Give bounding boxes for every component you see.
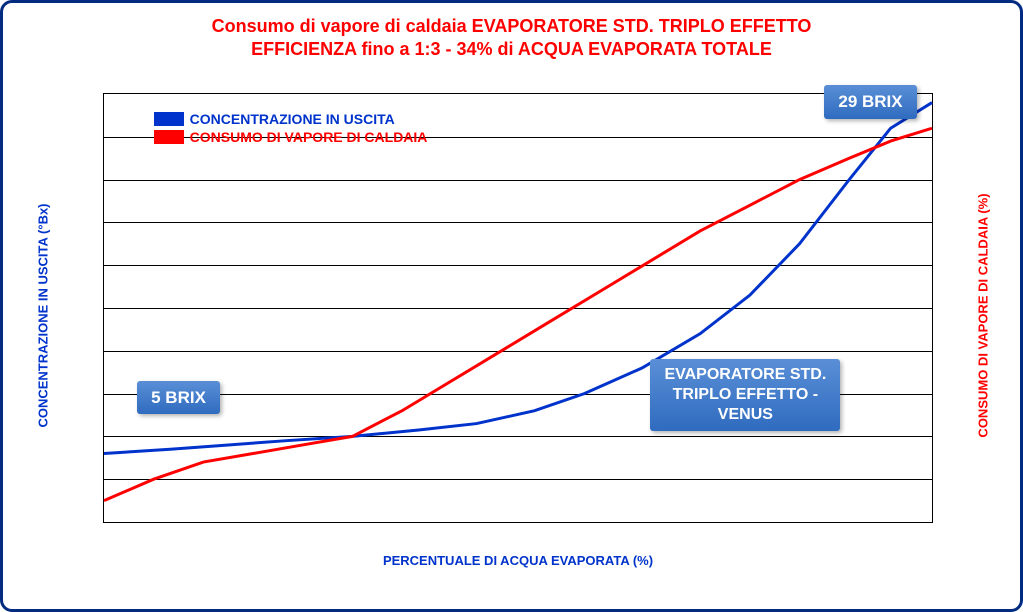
chart-title: Consumo di vapore di caldaia EVAPORATORE… [3, 3, 1020, 62]
legend-label: CONSUMO DI VAPORE DI CALDAIA [190, 129, 428, 145]
y-left-axis-label: CONCENTRAZIONE IN USCITA (°Bx) [36, 186, 51, 446]
callout-brix-start: 5 BRIX [137, 381, 220, 414]
y-right-axis-label: CONSUMO DI VAPORE DI CALDAIA (%) [976, 186, 991, 446]
callout-line: VENUS [664, 405, 826, 425]
legend-item: CONSUMO DI VAPORE DI CALDAIA [154, 129, 428, 145]
legend: CONCENTRAZIONE IN USCITA CONSUMO DI VAPOR… [154, 111, 428, 147]
callout-line: 5 BRIX [151, 387, 206, 408]
legend-swatch [154, 130, 184, 144]
callout-line: 29 BRIX [838, 91, 902, 112]
title-line2: EFFICIENZA fino a 1:3 - 34% di ACQUA EVA… [3, 38, 1020, 61]
callout-brix-end: 29 BRIX [824, 85, 916, 118]
callout-line: TRIPLO EFFETTO - [664, 385, 826, 405]
chart-frame: Consumo di vapore di caldaia EVAPORATORE… [0, 0, 1023, 612]
x-axis-label: PERCENTUALE DI ACQUA EVAPORATA (%) [358, 553, 678, 568]
callout-line: EVAPORATORE STD. [664, 365, 826, 385]
callout-model: EVAPORATORE STD.TRIPLO EFFETTO -VENUS [650, 359, 840, 431]
title-line1: Consumo di vapore di caldaia EVAPORATORE… [3, 15, 1020, 38]
plot-area: CONCENTRAZIONE IN USCITA CONSUMO DI VAPOR… [103, 93, 933, 523]
chart-lines [104, 94, 932, 522]
legend-swatch [154, 112, 184, 126]
legend-item: CONCENTRAZIONE IN USCITA [154, 111, 428, 127]
legend-label: CONCENTRAZIONE IN USCITA [190, 111, 395, 127]
